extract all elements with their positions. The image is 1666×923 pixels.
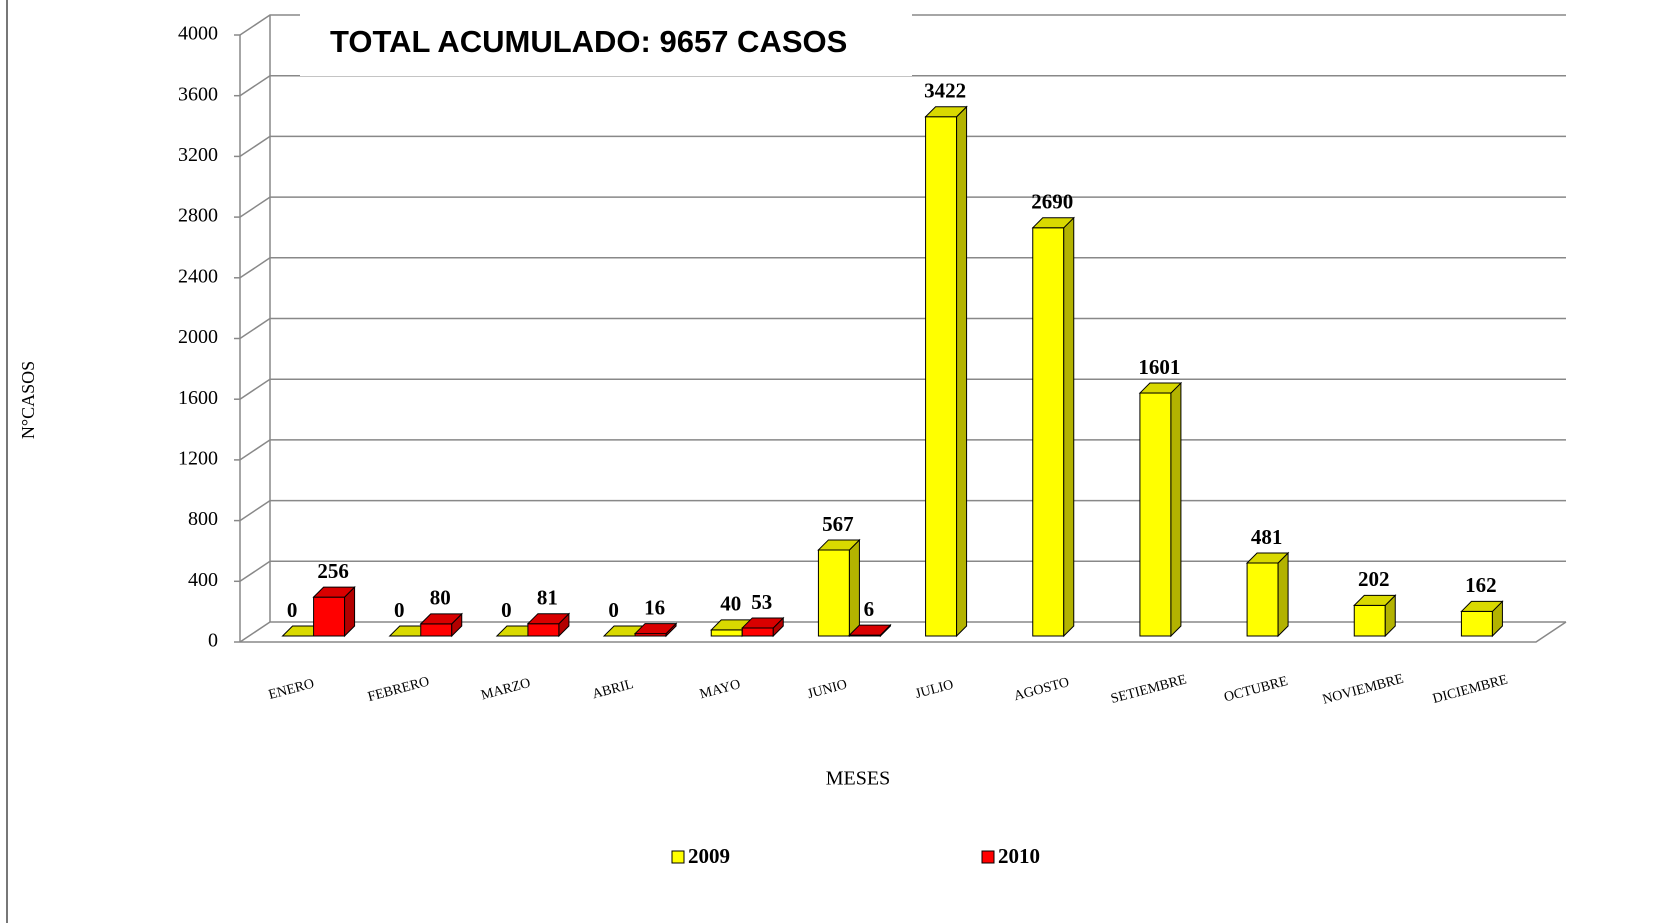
grid-line [239,257,1566,279]
data-label: 256 [317,559,349,583]
bar [1460,610,1493,637]
data-label: 2690 [1031,190,1073,214]
bar-side [1063,216,1075,638]
data-label: 80 [430,586,451,610]
data-label: 81 [537,586,558,610]
legend: 2009 2010 [671,844,1040,868]
x-tick-label: DICIEMBRE [1431,673,1509,707]
y-tick-label: 1600 [178,387,218,409]
x-tick-label: SETIEMBRE [1109,672,1188,707]
x-tick-label: MAYO [698,677,742,702]
grid-line [239,378,1566,400]
data-label: 16 [644,595,665,619]
grid-line [239,621,1566,643]
x-tick-label: JULIO [914,677,955,702]
data-label: 40 [720,592,741,616]
data-label: 53 [751,590,772,614]
bar-side [1277,551,1289,638]
y-tick-label: 800 [188,508,218,530]
data-label: 481 [1251,525,1283,549]
grid-line [239,74,1566,97]
x-tick-label: OCTUBRE [1223,674,1290,705]
bar-top [312,586,356,598]
bar [1032,227,1065,637]
y-tick-label: 3200 [178,144,218,166]
bar-side [1170,381,1182,638]
floor [240,621,1567,643]
bar [1139,392,1172,637]
grid-line [239,196,1566,218]
data-label: 0 [501,598,512,622]
y-tick-label: 2000 [178,326,218,348]
grid-line [239,499,1566,522]
bar-top [633,623,678,635]
y-tick-label: 2800 [178,205,218,227]
data-label: 3422 [924,79,966,103]
x-tick-label: JUNIO [806,677,849,702]
bar-top [1245,552,1290,564]
grid-line [239,135,1566,158]
bar-top [1460,600,1504,612]
data-label: 6 [864,597,875,621]
bar-top [817,539,861,551]
bar [741,627,774,637]
y-tick-label: 3600 [178,83,218,105]
bar-side [956,105,968,638]
data-label: 1601 [1138,355,1180,379]
legend-swatch [671,850,685,864]
x-tick-label: AGOSTO [1012,675,1070,704]
bar-top [1031,217,1075,229]
data-label: 0 [608,598,619,622]
grid-line [239,439,1566,461]
bar-side [848,538,860,638]
data-label: 0 [394,598,405,622]
bar-top [419,613,463,625]
x-axis-label: MESES [826,768,890,790]
bar-top [526,613,571,625]
bar [313,596,346,637]
bar [710,629,743,637]
bar-top [1138,382,1183,394]
x-tick-label: ENERO [267,676,316,703]
y-tick-label: 1200 [178,447,218,469]
data-label: 567 [822,512,854,536]
bar-top [924,106,968,118]
legend-swatch [981,850,995,864]
bar-top [848,624,892,636]
data-label: 202 [1358,567,1390,591]
legend-label: 2009 [688,844,730,868]
y-axis-label: N°CASOS [18,361,38,439]
bar-top [1353,594,1397,606]
y-tick-label: 4000 [178,23,218,45]
bar [925,116,958,637]
bar [1246,562,1279,637]
y-tick-label: 400 [188,569,218,591]
bar [1353,604,1386,637]
bar [420,623,453,637]
legend-label: 2010 [998,844,1040,868]
bar [817,549,850,637]
bars: ENERO 0 256 FEBRERO 0 80 MARZO 0 81 ABRIL 0 16 MAYO 4… [267,79,1509,708]
annotation-box [300,12,912,76]
annotation: TOTAL ACUMULADO: 9657 CASOS [330,24,847,59]
bar-top [741,617,785,629]
bar [527,623,560,637]
x-tick-label: FEBRERO [366,674,431,705]
x-tick-label: ABRIL [591,677,635,702]
grid-line [239,317,1566,340]
y-tick-label: 2400 [178,265,218,287]
grid-line [239,560,1566,582]
x-tick-label: NOVIEMBRE [1321,672,1405,708]
data-label: 162 [1465,573,1497,597]
x-tick-label: MARZO [479,676,532,704]
grid-line [239,14,1566,36]
y-tick-label: 0 [208,630,218,652]
data-label: 0 [287,598,298,622]
